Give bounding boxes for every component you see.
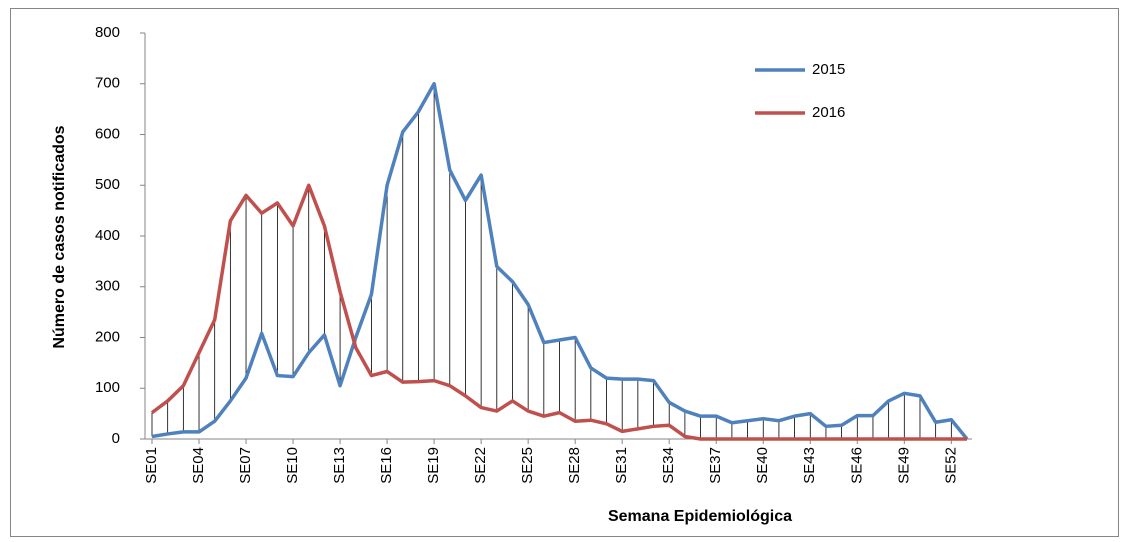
y-tick-label: 100 (95, 379, 120, 396)
series-line (151, 82, 969, 441)
y-tick-label: 700 (95, 75, 120, 92)
chart-border (10, 8, 1119, 537)
x-tick-label: SE16 (378, 447, 395, 484)
y-axis-label: Número de casos notificados (51, 125, 68, 348)
series-line (150, 183, 967, 441)
y-tick-label: 0 (112, 430, 120, 447)
x-tick-label: SE40 (754, 447, 771, 484)
x-tick-label: SE07 (237, 447, 254, 484)
x-tick-label: SE01 (143, 447, 160, 484)
x-tick-label: SE43 (801, 447, 818, 484)
x-tick-label: SE22 (472, 447, 489, 484)
x-tick-label: SE34 (660, 447, 677, 484)
y-tick-label: 300 (95, 278, 120, 295)
x-tick-label: SE25 (519, 447, 536, 484)
y-tick-label: 600 (95, 125, 120, 142)
legend-label: 2015 (812, 61, 845, 78)
y-tick-label: 200 (95, 328, 120, 345)
x-tick-label: SE46 (848, 447, 865, 484)
y-tick-label: 800 (95, 24, 120, 41)
x-tick-label: SE28 (566, 447, 583, 484)
x-axis-label: Semana Epidemiológica (608, 508, 792, 525)
y-tick-label: 500 (95, 176, 120, 193)
x-tick-label: SE52 (942, 447, 959, 484)
x-tick-label: SE19 (425, 447, 442, 484)
x-tick-label: SE04 (190, 447, 207, 484)
legend-label: 2016 (812, 104, 845, 121)
x-tick-label: SE10 (284, 447, 301, 484)
y-tick-label: 400 (95, 227, 120, 244)
x-tick-label: SE37 (707, 447, 724, 484)
x-tick-label: SE13 (331, 447, 348, 484)
x-tick-label: SE49 (895, 447, 912, 484)
x-tick-label: SE31 (613, 447, 630, 484)
